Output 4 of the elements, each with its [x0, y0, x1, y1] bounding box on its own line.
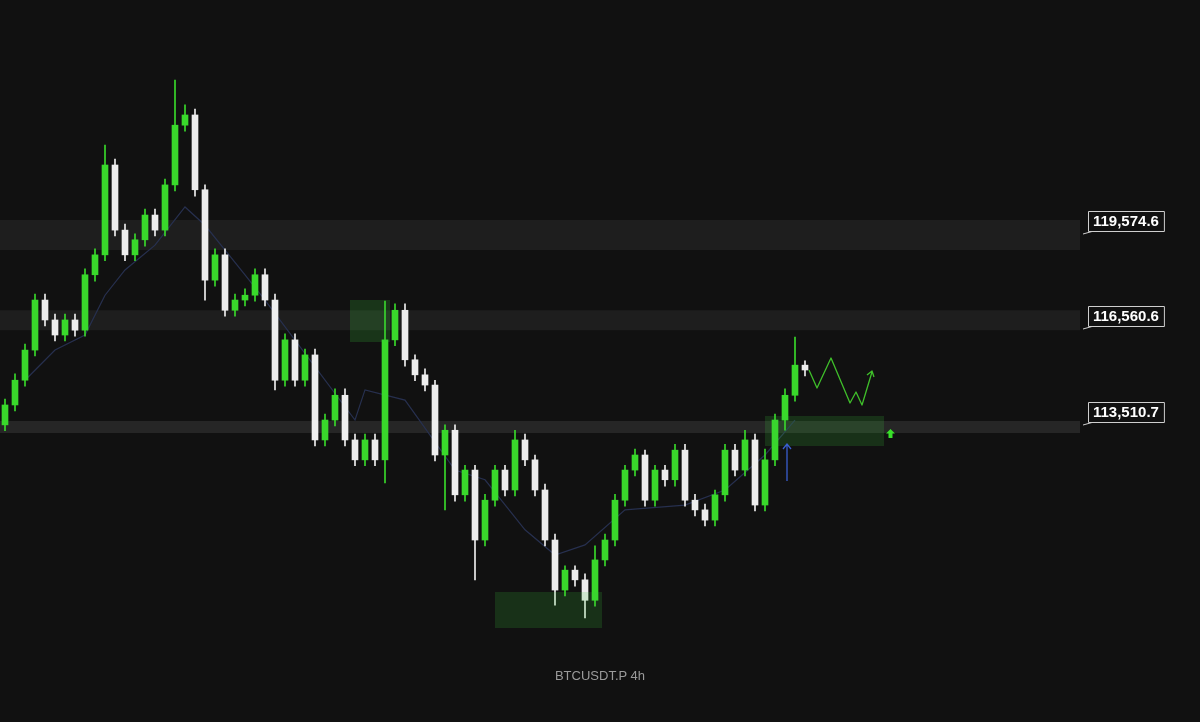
text: BTCUSDT.P 4h	[553, 668, 647, 683]
text: 113,510.7	[1093, 403, 1159, 421]
text: 119,574.6	[1093, 212, 1159, 230]
text: 116,560.6	[1093, 307, 1159, 325]
